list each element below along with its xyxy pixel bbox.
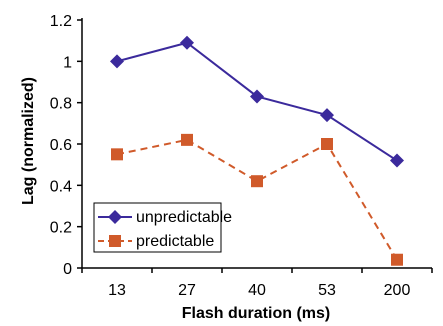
series-layer [110,35,404,266]
data-point [320,108,334,123]
legend-label-predictable: predictable [136,233,214,250]
series-predictable [111,133,403,266]
x-tick-label: 27 [178,282,196,299]
legend-marker-unpredictable [108,210,122,224]
data-point [180,35,194,50]
series-unpredictable [110,35,404,168]
y-ticks: 0 0.2 0.4 0.6 0.8 1 1.2 [50,13,82,278]
y-tick-label: 0.8 [50,96,72,113]
data-point [181,133,193,146]
axes: 0 0.2 0.4 0.6 0.8 1 1.2 13 27 40 53 200 [50,13,433,299]
data-point [250,89,264,104]
y-tick-label: 0.2 [50,220,72,237]
data-point [251,175,263,188]
y-tick-label: 1 [63,54,72,71]
data-point [111,148,123,161]
data-point [110,54,124,69]
x-tick-label: 13 [108,282,126,299]
legend-label-unpredictable: unpredictable [136,209,232,226]
legend: unpredictable predictable [93,202,232,253]
legend-marker-predictable [109,235,121,247]
x-axis-title: Flash duration (ms) [182,305,330,322]
y-tick-label: 0.6 [50,137,72,154]
x-tick-label: 40 [248,282,266,299]
data-point [321,138,333,150]
y-tick-label: 0.4 [50,178,72,195]
y-axis-title: Lag (normalized) [20,77,37,205]
x-tick-label: 200 [384,282,411,299]
y-tick-label: 0 [63,261,72,278]
data-point [391,253,403,266]
y-tick-label: 1.2 [50,13,72,30]
series-line-predictable [116,138,398,261]
x-tick-label: 53 [318,282,336,299]
x-ticks: 13 27 40 53 200 [81,268,433,299]
data-point [390,153,404,168]
